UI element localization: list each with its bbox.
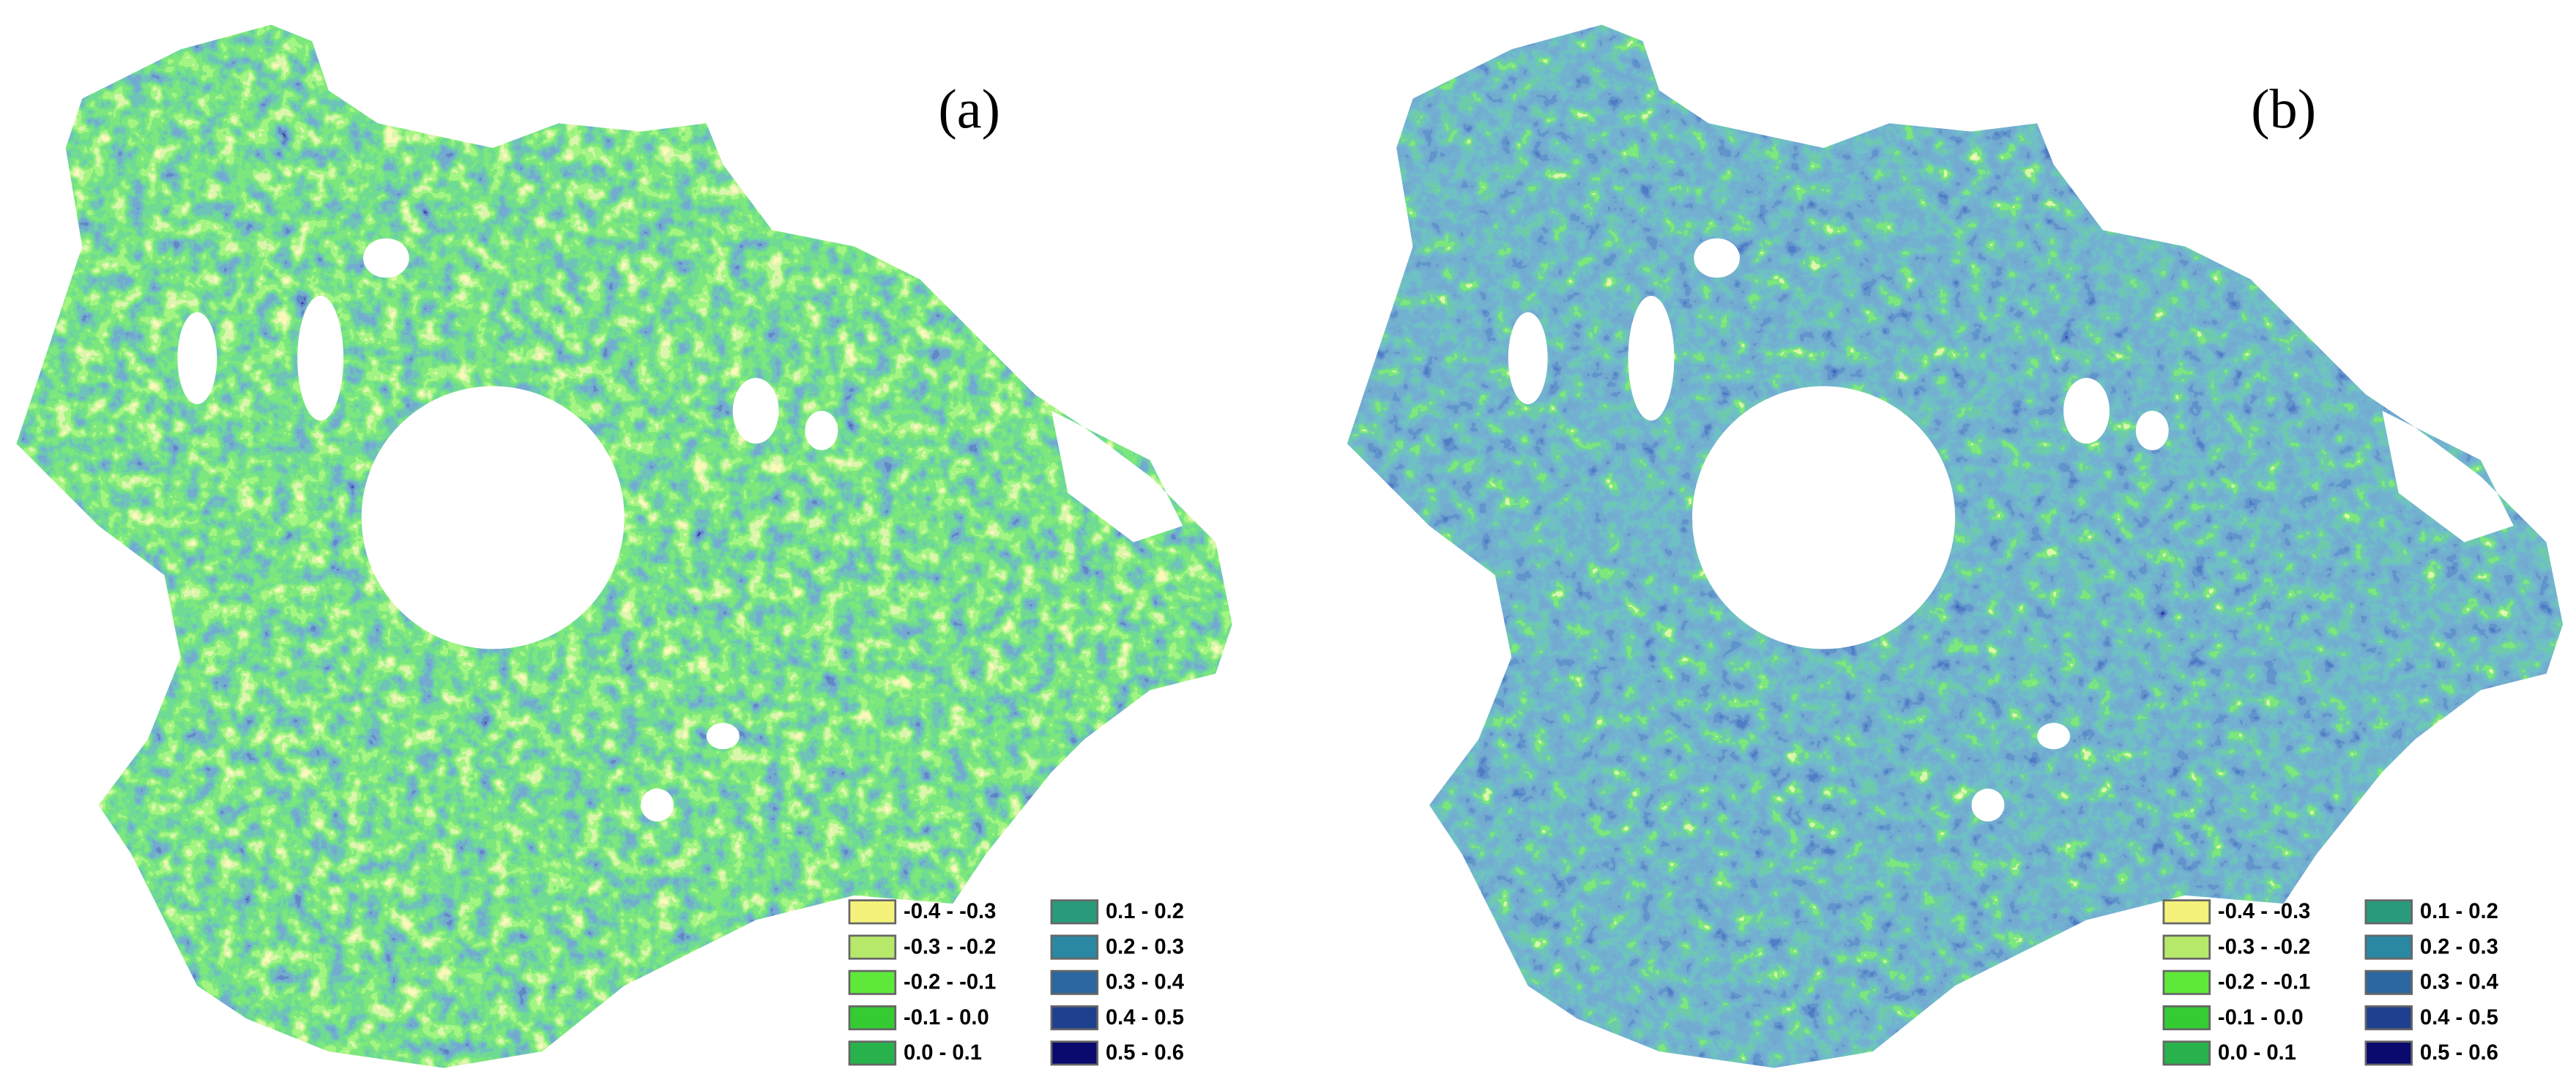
map-b (1347, 24, 2564, 1068)
legend-swatch (2364, 1040, 2413, 1066)
panel-label: (a) (938, 78, 1000, 141)
legend-label: 0.0 - 0.1 (2218, 1041, 2296, 1065)
legend-label: 0.0 - 0.1 (904, 1041, 982, 1065)
legend-swatch (2162, 934, 2211, 960)
legend-label: -0.1 - 0.0 (904, 1006, 989, 1029)
map-a (16, 24, 1232, 1068)
legend-swatch (848, 1040, 897, 1066)
legend-swatch (1050, 899, 1099, 925)
legend-swatch (1050, 969, 1099, 995)
legend-label: 0.2 - 0.3 (1106, 935, 1184, 958)
map-surface (1347, 24, 2564, 1068)
legend-label: -0.3 - -0.2 (904, 935, 996, 958)
map-surface (16, 24, 1232, 1068)
panel-label: (b) (2251, 78, 2316, 141)
legend-swatch (2162, 1005, 2211, 1031)
legend-swatch (2162, 1040, 2211, 1066)
legend-swatch (2364, 934, 2413, 960)
legend: -0.4 - -0.3 -0.3 - -0.2 -0.2 - -0.1 -0.1 - … (848, 899, 1185, 1066)
panel: (a) -0.4 - -0.3 -0.3 - -0.2 -0.2 - -0.1 -0.1… (848, 78, 1185, 1066)
legend-label: -0.2 - -0.1 (2218, 971, 2310, 994)
legend-swatch (848, 969, 897, 995)
legend-label: -0.3 - -0.2 (2218, 935, 2310, 958)
legend-label: 0.5 - 0.6 (2420, 1041, 2498, 1065)
legend-label: 0.1 - 0.2 (2420, 900, 2498, 923)
legend-label: 0.4 - 0.5 (2420, 1006, 2498, 1029)
legend-swatch (848, 899, 897, 925)
legend-swatch (1050, 934, 1099, 960)
legend-swatch (2364, 1005, 2413, 1031)
legend-label: 0.5 - 0.6 (1106, 1041, 1184, 1065)
legend-swatch (2364, 969, 2413, 995)
legend-label: 0.3 - 0.4 (1106, 971, 1185, 994)
legend-label: 0.4 - 0.5 (1106, 1006, 1184, 1029)
legend-label: 0.1 - 0.2 (1106, 900, 1184, 923)
legend-label: -0.4 - -0.3 (2218, 900, 2310, 923)
legend-label: -0.4 - -0.3 (904, 900, 996, 923)
legend-label: 0.3 - 0.4 (2420, 971, 2499, 994)
legend-swatch (848, 1005, 897, 1031)
legend-swatch (2364, 899, 2413, 925)
legend-swatch (1050, 1005, 1099, 1031)
panel: (b) -0.4 - -0.3 -0.3 - -0.2 -0.2 - -0.1 -0.1… (2162, 78, 2499, 1066)
legend: -0.4 - -0.3 -0.3 - -0.2 -0.2 - -0.1 -0.1 - … (2162, 899, 2499, 1066)
legend-swatch (1050, 1040, 1099, 1066)
legend-swatch (848, 934, 897, 960)
legend-swatch (2162, 969, 2211, 995)
legend-label: 0.2 - 0.3 (2420, 935, 2498, 958)
legend-label: -0.2 - -0.1 (904, 971, 996, 994)
legend-swatch (2162, 899, 2211, 925)
legend-label: -0.1 - 0.0 (2218, 1006, 2304, 1029)
